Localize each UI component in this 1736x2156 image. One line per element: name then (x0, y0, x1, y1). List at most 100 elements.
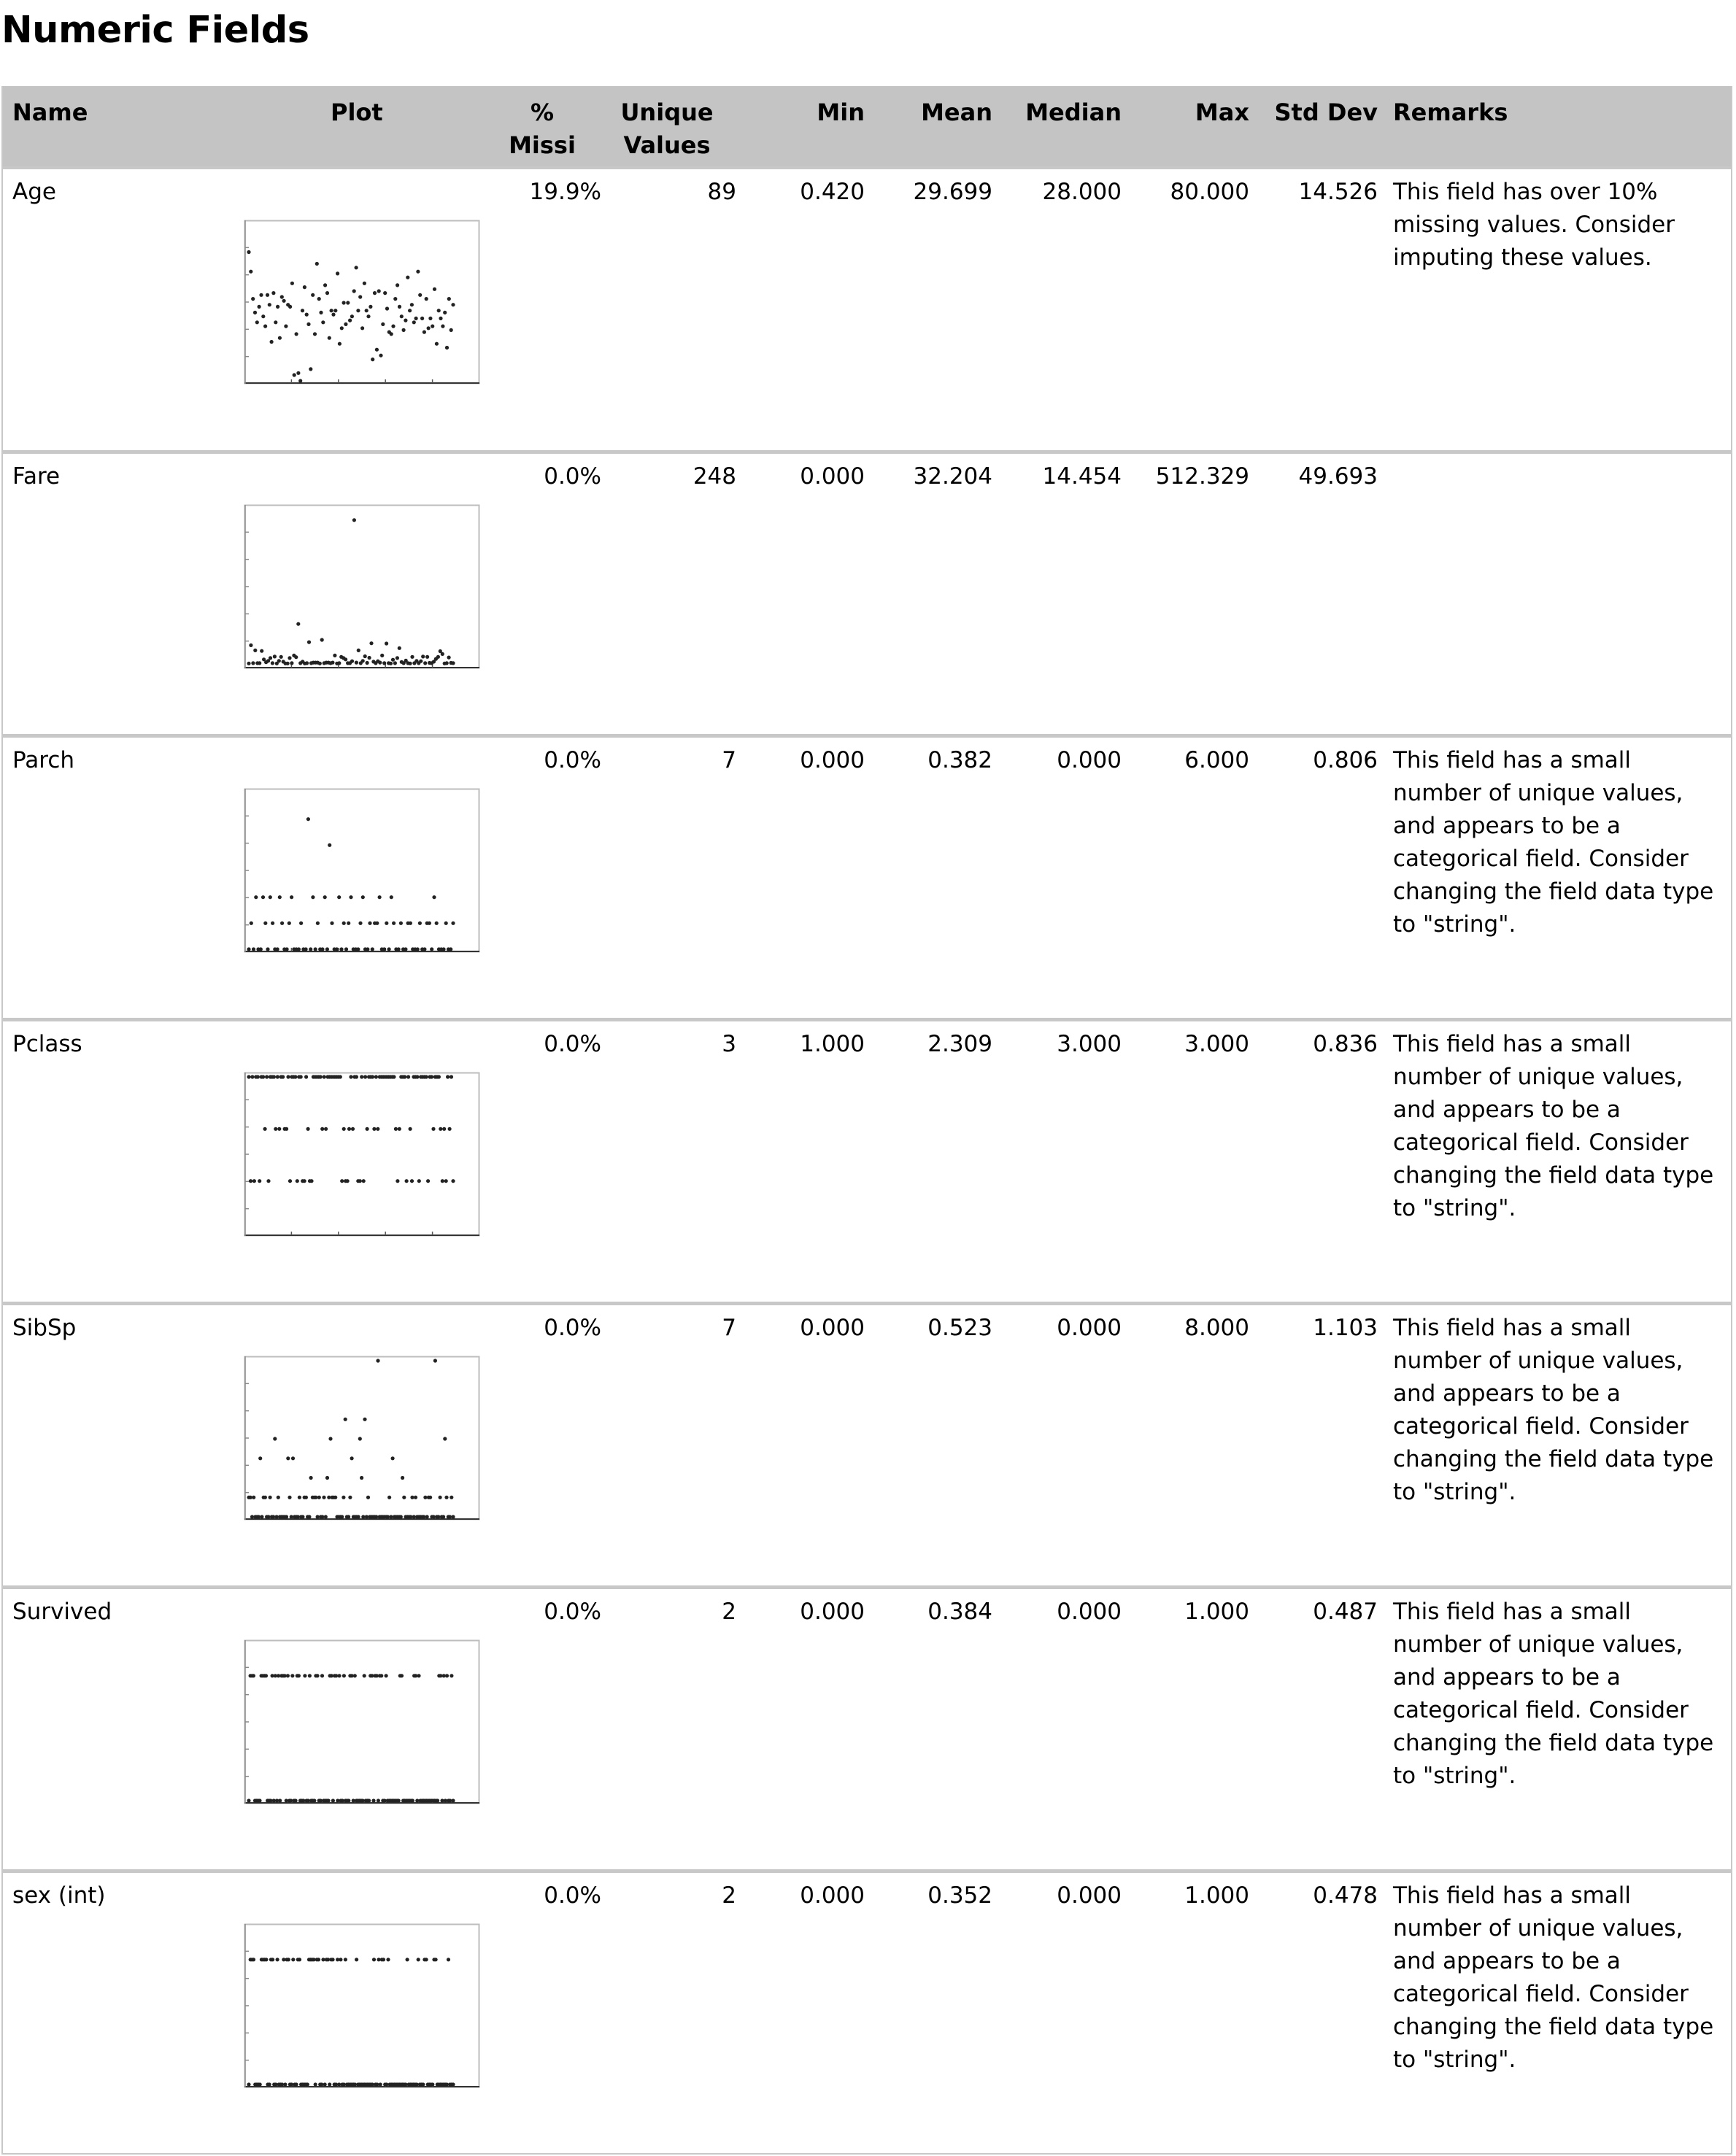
data-point (412, 320, 416, 325)
data-point (266, 947, 270, 951)
data-point (360, 1475, 364, 1480)
data-point (251, 1958, 256, 1962)
data-point (374, 347, 379, 352)
data-point (372, 291, 377, 295)
data-point (263, 324, 268, 328)
data-point (299, 921, 304, 925)
data-point (350, 1127, 355, 1131)
data-point (260, 1515, 264, 1519)
data-point (451, 1515, 455, 1519)
data-point (331, 660, 335, 665)
data-point (295, 1179, 299, 1183)
data-point (364, 1515, 369, 1519)
data-point (368, 921, 372, 925)
data-point (334, 1674, 339, 1678)
data-point (404, 947, 408, 951)
data-point (339, 947, 344, 951)
missing-pct: 0.0% (544, 463, 601, 490)
data-point (425, 1515, 429, 1519)
data-point (264, 1958, 269, 1962)
data-point (417, 921, 422, 925)
field-plot (244, 1072, 480, 1237)
data-point (375, 2082, 379, 2087)
data-point (451, 1798, 455, 1803)
col-header-median: Median (1025, 98, 1122, 126)
data-point (416, 1958, 420, 1962)
data-point (250, 1075, 255, 1079)
data-point (451, 661, 455, 665)
data-point (275, 1958, 279, 1962)
mean-value: 2.309 (927, 1031, 992, 1057)
data-point (278, 1798, 282, 1803)
data-point (337, 2082, 342, 2087)
data-point (390, 657, 396, 662)
data-point (352, 2082, 357, 2087)
data-point (344, 322, 348, 326)
data-point (290, 2082, 294, 2087)
data-point (275, 1075, 279, 1079)
data-point (336, 1798, 340, 1803)
field-plot (244, 1639, 480, 1804)
data-point (273, 1674, 277, 1678)
data-point (401, 328, 406, 332)
data-point (265, 1075, 269, 1079)
data-point (412, 1515, 416, 1519)
data-point (277, 895, 282, 900)
data-point (274, 661, 279, 665)
data-point (370, 947, 374, 951)
data-point (328, 1437, 333, 1441)
data-point (320, 947, 325, 951)
data-point (360, 895, 365, 900)
data-point (403, 1075, 407, 1079)
data-point (315, 1515, 320, 1519)
data-point (358, 1179, 362, 1183)
data-point (450, 1495, 454, 1499)
data-point (342, 1127, 346, 1131)
min-value: 0.000 (800, 463, 865, 490)
data-point (393, 661, 397, 665)
data-point (401, 1475, 405, 1480)
col-header-missing-line2: Missi (509, 131, 576, 159)
data-point (292, 373, 296, 377)
data-point (378, 660, 382, 665)
data-point (397, 304, 402, 309)
missing-pct: 0.0% (544, 1882, 601, 1909)
data-point (439, 1674, 443, 1678)
data-point (275, 947, 279, 951)
data-point (304, 312, 309, 317)
data-point (396, 1798, 401, 1803)
data-point (365, 660, 369, 665)
data-point (436, 1515, 441, 1519)
data-point (249, 269, 253, 274)
data-point (385, 2082, 389, 2087)
col-header-unique-line2: Values (623, 131, 711, 159)
data-point (290, 281, 294, 285)
data-point (285, 947, 289, 951)
data-point (449, 1075, 454, 1079)
data-point (438, 649, 442, 654)
data-point (372, 1127, 377, 1131)
data-point (393, 297, 398, 301)
field-name: Pclass (12, 1031, 82, 1057)
data-point (291, 1958, 296, 1962)
data-point (267, 303, 271, 307)
data-point (362, 281, 366, 285)
data-point (374, 1515, 379, 1519)
remarks-text: This field has over 10% missing values. … (1393, 179, 1675, 271)
data-point (325, 1475, 330, 1480)
data-point (423, 947, 427, 951)
data-point (381, 1958, 386, 1962)
data-point (448, 1798, 452, 1803)
data-point (376, 1798, 380, 1803)
data-point (337, 341, 342, 346)
data-point (321, 320, 325, 325)
data-point (262, 657, 266, 662)
data-point (347, 921, 351, 925)
data-point (381, 322, 385, 326)
data-point (360, 659, 365, 663)
data-point (439, 316, 443, 320)
remarks-text: This field has a small number of unique … (1393, 1031, 1714, 1221)
data-point (374, 1674, 379, 1678)
data-point (318, 1075, 323, 1079)
missing-pct: 0.0% (544, 1599, 601, 1625)
